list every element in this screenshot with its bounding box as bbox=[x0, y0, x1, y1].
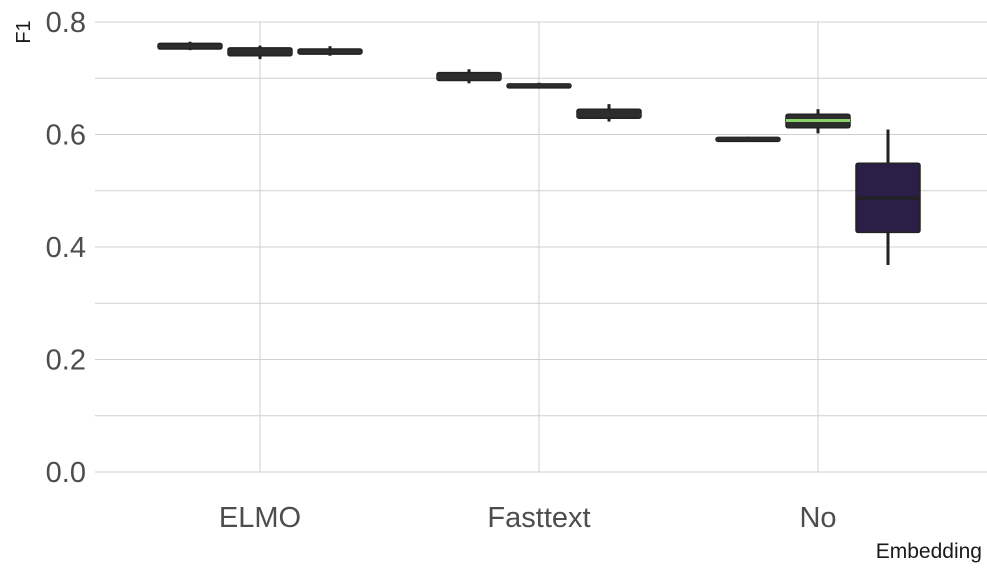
box-fasttext-2 bbox=[506, 82, 572, 89]
box-elmo-1 bbox=[157, 41, 223, 51]
y-tick-label: 0.2 bbox=[46, 345, 86, 377]
box-fasttext-1 bbox=[436, 69, 502, 84]
x-axis-title: Embedding bbox=[876, 540, 982, 563]
y-tick-label: 0.0 bbox=[46, 457, 86, 489]
x-tick-label: No bbox=[799, 502, 836, 534]
x-tick-label: Fasttext bbox=[487, 502, 590, 534]
y-tick-labels: 0.0 0.2 0.4 0.6 0.8 bbox=[46, 7, 86, 489]
box-no-3 bbox=[855, 129, 921, 265]
box-no-1 bbox=[715, 136, 781, 143]
box-no-2 bbox=[785, 109, 851, 134]
y-tick-label: 0.4 bbox=[46, 232, 86, 264]
box-fasttext-3 bbox=[576, 104, 642, 122]
x-tick-labels: ELMO Fasttext No bbox=[219, 502, 837, 534]
box-elmo-2 bbox=[227, 45, 293, 60]
y-tick-label: 0.8 bbox=[46, 7, 86, 39]
y-axis-title: F1 bbox=[13, 20, 35, 43]
y-tick-label: 0.6 bbox=[46, 120, 86, 152]
x-tick-label: ELMO bbox=[219, 502, 301, 534]
boxplot-boxes bbox=[157, 41, 921, 265]
grid-lines bbox=[95, 21, 987, 473]
box-elmo-3 bbox=[297, 46, 363, 56]
